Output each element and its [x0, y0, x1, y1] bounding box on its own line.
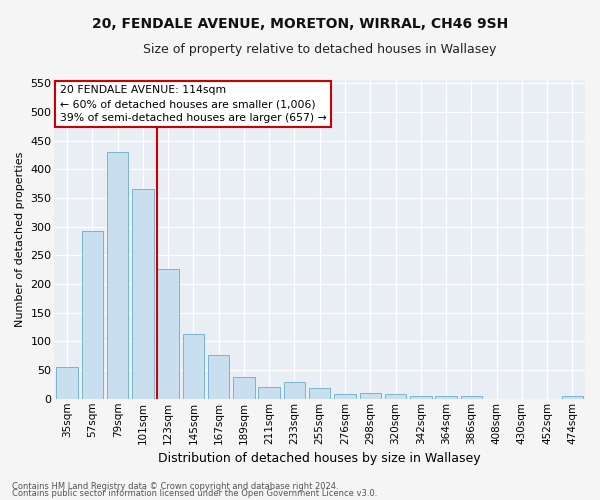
Bar [182, 334, 204, 399]
Text: Contains public sector information licensed under the Open Government Licence v3: Contains public sector information licen… [12, 489, 377, 498]
Bar [410, 396, 431, 399]
Bar [56, 367, 78, 399]
X-axis label: Distribution of detached houses by size in Wallasey: Distribution of detached houses by size … [158, 452, 481, 465]
Y-axis label: Number of detached properties: Number of detached properties [15, 152, 25, 327]
Bar [334, 394, 356, 399]
Bar [132, 190, 154, 399]
Bar [309, 388, 331, 399]
Bar [461, 396, 482, 399]
Bar [284, 382, 305, 399]
Title: Size of property relative to detached houses in Wallasey: Size of property relative to detached ho… [143, 42, 496, 56]
Bar [107, 152, 128, 399]
Bar [157, 268, 179, 399]
Bar [562, 396, 583, 399]
Bar [208, 355, 229, 399]
Text: 20 FENDALE AVENUE: 114sqm
← 60% of detached houses are smaller (1,006)
39% of se: 20 FENDALE AVENUE: 114sqm ← 60% of detac… [60, 85, 326, 123]
Text: Contains HM Land Registry data © Crown copyright and database right 2024.: Contains HM Land Registry data © Crown c… [12, 482, 338, 491]
Bar [82, 230, 103, 399]
Bar [436, 396, 457, 399]
Text: 20, FENDALE AVENUE, MORETON, WIRRAL, CH46 9SH: 20, FENDALE AVENUE, MORETON, WIRRAL, CH4… [92, 18, 508, 32]
Bar [259, 386, 280, 399]
Bar [233, 377, 254, 399]
Bar [359, 393, 381, 399]
Bar [385, 394, 406, 399]
